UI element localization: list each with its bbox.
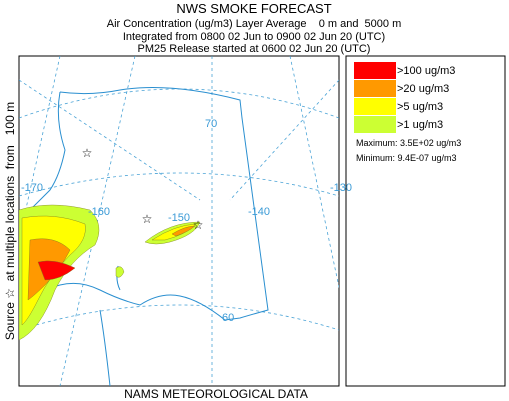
side-label: Source ☆ at multiple locations from 100 … [3,102,17,340]
source-star: ☆ [142,212,153,226]
legend-label: >100 ug/m3 [397,65,455,77]
maximum: Maximum: 3.5E+02 ug/m3 [356,138,461,148]
map-label: -160 [88,206,110,218]
source-star: ☆ [82,146,93,160]
map-label: 60 [222,312,234,324]
map-label: -140 [248,206,270,218]
smoke [115,266,125,278]
subtitle: PM25 Release started at 0600 02 Jun 20 (… [138,43,371,55]
title: NWS SMOKE FORECAST [176,1,331,16]
map-label: -170 [21,182,43,194]
coastline [24,87,269,386]
legend-swatch [354,116,396,133]
legend-label: >20 ug/m3 [397,83,449,95]
legend-label: >1 ug/m3 [397,119,443,131]
map-label: 70 [205,118,217,130]
footer: NAMS METEOROLOGICAL DATA [124,387,308,401]
smoke [171,225,196,237]
subtitle: Integrated from 0800 02 Jun to 0900 02 J… [123,31,385,43]
legend-swatch [354,80,396,97]
smoke [37,260,76,281]
map-label: -150 [168,212,190,224]
map-label: -130 [330,182,352,194]
legend-label: >5 ug/m3 [397,101,443,113]
legend-swatch [354,62,396,79]
map: ☆ ☆ ☆ [18,55,340,387]
minimum: Minimum: 9.4E-07 ug/m3 [356,153,457,163]
legend-swatch [354,98,396,115]
source-star: ☆ [193,218,204,232]
subtitle: Air Concentration (ug/m3) Layer Average … [107,18,402,30]
